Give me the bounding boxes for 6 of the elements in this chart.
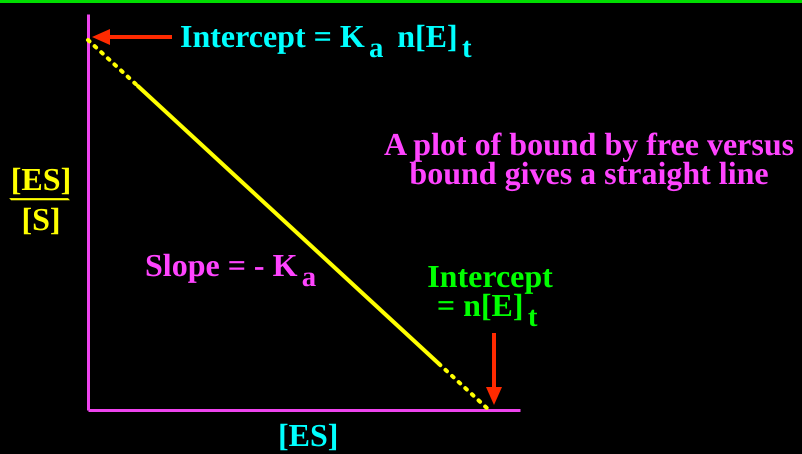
annotation: Intercept = K$_{a}$ n[E]$_{t}$: [180, 18, 473, 64]
annotation: Slope = - K$_{a}$: [145, 247, 318, 294]
annotation: Intercept = n[E]$_{t}$: [426, 258, 554, 334]
y-axis-title: [ES]/[S]: [0, 161, 90, 237]
x-axis-title: [ES]: [278, 417, 338, 453]
annotation: A plot of bound by free versus bound gives a straight line: [382, 126, 796, 191]
